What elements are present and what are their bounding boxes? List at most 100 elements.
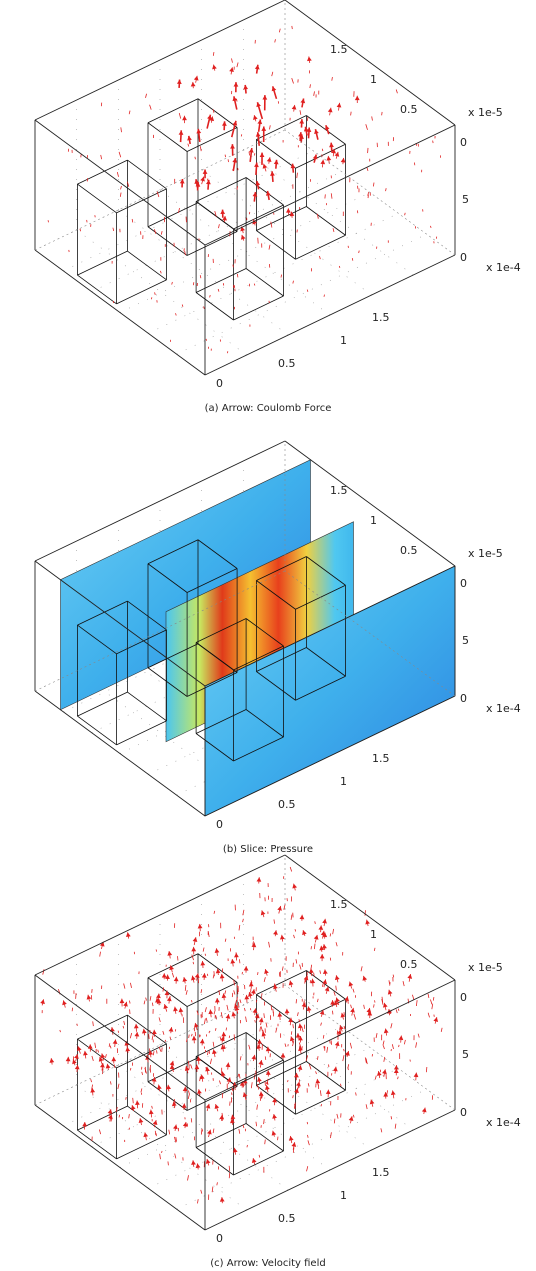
arrow-shaft (255, 999, 258, 1003)
axis-label: 1 (340, 334, 347, 347)
arrow-head (141, 1028, 147, 1034)
arrow-shaft (269, 125, 271, 130)
arrow-shaft (353, 1013, 357, 1020)
arrow-head (230, 144, 235, 149)
arrow-head (205, 1066, 210, 1072)
arrow-shaft (427, 993, 430, 999)
arrow-shaft (187, 1060, 190, 1065)
arrow-shaft (298, 1042, 302, 1048)
arrow-shaft (184, 250, 186, 256)
arrow-shaft (365, 1058, 368, 1065)
arrow-head (182, 115, 187, 121)
arrow-head (319, 945, 325, 951)
arrow-shaft (293, 934, 295, 939)
arrow-head (156, 993, 161, 999)
arrow-head (315, 1078, 321, 1084)
inner-edge (195, 1147, 234, 1176)
arrow-shaft (203, 306, 205, 310)
arrow-shaft (373, 947, 376, 952)
arrow-shaft (118, 151, 122, 158)
arrow-shaft (108, 1043, 111, 1047)
arrow-shaft (224, 154, 226, 158)
box-edge (204, 124, 456, 246)
arrow-shaft (281, 966, 284, 971)
arrow-shaft (130, 982, 132, 988)
arrow-head (330, 1000, 335, 1005)
arrow-head (291, 1142, 297, 1147)
arrow-shaft (191, 1033, 193, 1037)
arrow-shaft (123, 983, 126, 989)
arrow-shaft (162, 1030, 165, 1035)
arrow-shaft (363, 1004, 365, 1009)
arrow-head (178, 130, 184, 135)
inner-edge (77, 715, 117, 746)
arrow-head (242, 1092, 248, 1098)
arrow-shaft (256, 1104, 258, 1110)
arrow-shaft (175, 1136, 177, 1142)
arrow-shaft (122, 1025, 125, 1029)
box-edge (204, 254, 456, 376)
arrow-shaft (299, 110, 302, 115)
arrow-head (322, 969, 328, 975)
arrow-head (258, 1060, 264, 1065)
arrow-head (366, 1007, 372, 1013)
arrow-shaft (184, 984, 187, 991)
arrow-shaft (120, 127, 122, 133)
inner-edge (186, 982, 238, 1007)
arrow-shaft (321, 148, 324, 152)
arrow-head (221, 1031, 227, 1037)
arrow-head (182, 1086, 188, 1092)
arrow-shaft (149, 996, 152, 1001)
arrow-head (336, 1029, 342, 1035)
arrow-shaft (415, 1042, 417, 1048)
arrow-head (265, 1046, 271, 1052)
arrow-head (253, 115, 258, 120)
arrow-head (165, 974, 170, 979)
arrow-shaft (90, 1078, 92, 1083)
arrow-shaft (388, 980, 390, 985)
arrow-head (322, 932, 328, 938)
inner-edge (147, 563, 188, 593)
arrow-head (248, 981, 254, 987)
arrow-shaft (336, 1113, 339, 1119)
inner-edge (306, 206, 346, 236)
inner-edge (77, 250, 128, 276)
arrow-head (176, 79, 182, 85)
arrow-shaft (316, 213, 319, 219)
arrow-shaft (200, 1189, 203, 1194)
arrow-shaft (162, 987, 165, 992)
arrow-shaft (141, 1071, 143, 1076)
arrow-shaft (125, 1096, 127, 1100)
arrow-shaft (317, 1056, 319, 1060)
arrow-shaft (223, 1044, 226, 1049)
arrow-shaft (273, 919, 275, 924)
arrow-head (230, 1118, 235, 1124)
inner-edge (77, 159, 128, 185)
arrow-head (255, 132, 261, 137)
inner-edge (77, 1014, 128, 1040)
arrow-shaft (309, 980, 312, 983)
arrow-head (200, 176, 205, 182)
arrow-shaft (128, 110, 131, 115)
inner-edge (197, 202, 238, 232)
arrow-shaft (213, 910, 216, 914)
arrow-shaft (292, 1095, 294, 1099)
inner-edge (197, 953, 238, 983)
arrow-head (280, 1053, 286, 1058)
arrow-head (169, 965, 174, 971)
arrow-shaft (192, 282, 195, 286)
arrow-shaft (192, 961, 195, 965)
inner-edge (77, 600, 128, 626)
arrow-shaft (295, 959, 298, 964)
arrow-head (197, 1089, 202, 1094)
arrow-head (99, 941, 105, 947)
inner-edge (116, 1043, 167, 1069)
axis-label: x 1e-4 (486, 261, 521, 274)
arrow-head (398, 1035, 404, 1041)
axis-label: 0.5 (400, 544, 418, 557)
arrow-shaft (207, 1051, 209, 1056)
arrow-head (257, 1077, 262, 1082)
arrow-head (225, 1013, 231, 1019)
arrow-shaft (255, 1121, 257, 1127)
arrow-shaft (412, 994, 415, 1001)
